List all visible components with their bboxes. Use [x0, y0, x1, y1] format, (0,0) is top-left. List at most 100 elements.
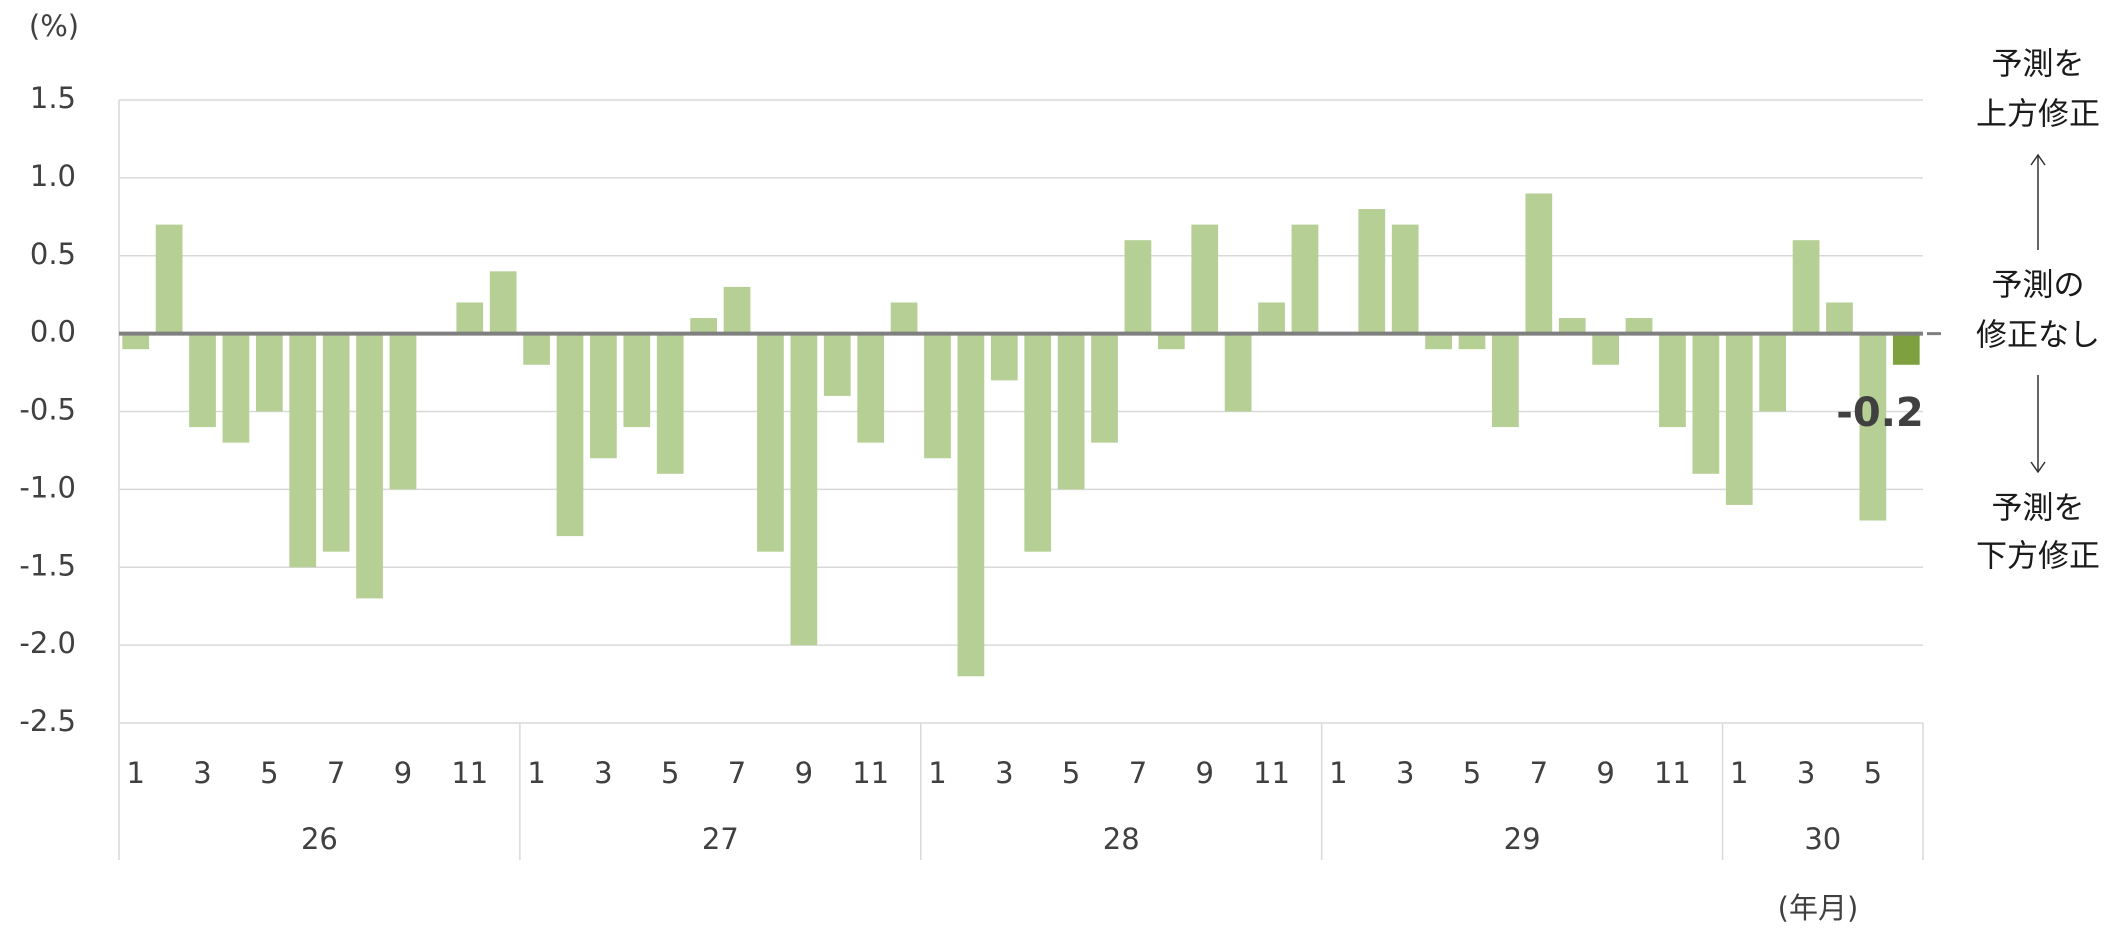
annotation: 上方修正 [1976, 97, 2100, 133]
y-tick-label: -1.0 [19, 470, 76, 504]
bar [389, 333, 417, 490]
bar [1224, 333, 1252, 412]
x-tick-label: 1 [527, 756, 545, 790]
group-label: 28 [1103, 822, 1140, 856]
bar [1525, 193, 1553, 334]
x-tick-label: 9 [795, 756, 813, 790]
y-tick-label: -1.5 [19, 548, 76, 582]
x-tick-label: 9 [1596, 756, 1614, 790]
x-tick-label: 3 [1396, 756, 1414, 790]
bar [1024, 333, 1052, 552]
bar [1358, 209, 1386, 334]
x-tick-label: 9 [394, 756, 412, 790]
bar [1625, 318, 1653, 334]
x-tick-label: 5 [1062, 756, 1080, 790]
x-tick-label: 1 [1329, 756, 1347, 790]
bar [1391, 224, 1419, 334]
y-unit: (%) [29, 9, 79, 43]
bar [189, 333, 216, 428]
x-tick-label: 11 [1654, 756, 1691, 790]
bar [155, 224, 183, 334]
bar [1659, 333, 1686, 428]
bar [222, 333, 250, 443]
x-tick-label: 9 [1196, 756, 1214, 790]
bar [623, 333, 651, 428]
bar [1492, 333, 1519, 428]
bar [1091, 333, 1118, 443]
bar [1258, 302, 1285, 334]
bar [1057, 333, 1085, 490]
x-tick-label: 3 [594, 756, 612, 790]
x-tick-label: 5 [260, 756, 278, 790]
y-tick-label: 1.5 [30, 81, 76, 115]
annotation: 修正なし [1976, 318, 2100, 354]
x-tick-label: 7 [1530, 756, 1548, 790]
x-tick-label: 7 [728, 756, 746, 790]
bar [122, 333, 150, 350]
bar [322, 333, 350, 552]
bar [690, 318, 717, 334]
bar [1792, 240, 1820, 334]
bar [890, 302, 918, 334]
bar [1458, 333, 1486, 350]
annotation: 下方修正 [1976, 539, 2100, 575]
bar [757, 333, 784, 552]
bar [1759, 333, 1787, 412]
y-tick-label: -2.0 [19, 626, 76, 660]
arrows [2030, 153, 2046, 474]
bar [1124, 240, 1152, 334]
y-tick-label: 1.0 [30, 159, 76, 193]
bar [1425, 333, 1452, 350]
x-tick-label: 11 [451, 756, 488, 790]
bar [656, 333, 684, 474]
bar [924, 333, 951, 459]
bar [957, 333, 985, 677]
bar [1291, 224, 1319, 334]
bar [523, 333, 550, 365]
bar [590, 333, 617, 459]
bar [1558, 318, 1586, 334]
x-tick-label: 5 [661, 756, 679, 790]
annotation: 予測を [1992, 47, 2085, 83]
bar [857, 333, 885, 443]
bar [1692, 333, 1720, 474]
bar [255, 333, 283, 412]
bar [489, 271, 517, 334]
group-label: 26 [301, 822, 338, 856]
bar [556, 333, 584, 537]
x-tick-label: 1 [928, 756, 946, 790]
y-tick-label: -0.5 [19, 393, 76, 427]
x-tick-label: 7 [1129, 756, 1147, 790]
bar [356, 333, 383, 599]
bar [990, 333, 1018, 381]
group-label: 30 [1804, 822, 1841, 856]
x-tick-label: 1 [126, 756, 144, 790]
bar [1826, 302, 1853, 334]
data-label: -0.2 [1836, 390, 1923, 436]
bar [1157, 333, 1185, 350]
bar [1892, 333, 1920, 365]
group-label: 29 [1504, 822, 1541, 856]
x-tick-label: 5 [1463, 756, 1481, 790]
x-tick-label: 3 [193, 756, 211, 790]
x-tick-label: 1 [1730, 756, 1748, 790]
y-tick-label: 0.0 [30, 315, 76, 349]
bar [790, 333, 818, 646]
bar [289, 333, 317, 568]
bar [456, 302, 484, 334]
bar [823, 333, 851, 396]
bar [1191, 224, 1219, 334]
y-tick-label: -2.5 [19, 704, 76, 738]
x-tick-label: 11 [852, 756, 889, 790]
bar [1592, 333, 1619, 365]
x-tick-label: 11 [1253, 756, 1290, 790]
annotation: 予測の [1992, 268, 2085, 304]
group-label: 27 [702, 822, 739, 856]
x-tick-label: 3 [1797, 756, 1815, 790]
x-tick-label: 3 [995, 756, 1013, 790]
x-tick-label: 7 [327, 756, 345, 790]
x-tick-label: 5 [1864, 756, 1882, 790]
bar [723, 286, 751, 334]
bar [1859, 333, 1887, 521]
